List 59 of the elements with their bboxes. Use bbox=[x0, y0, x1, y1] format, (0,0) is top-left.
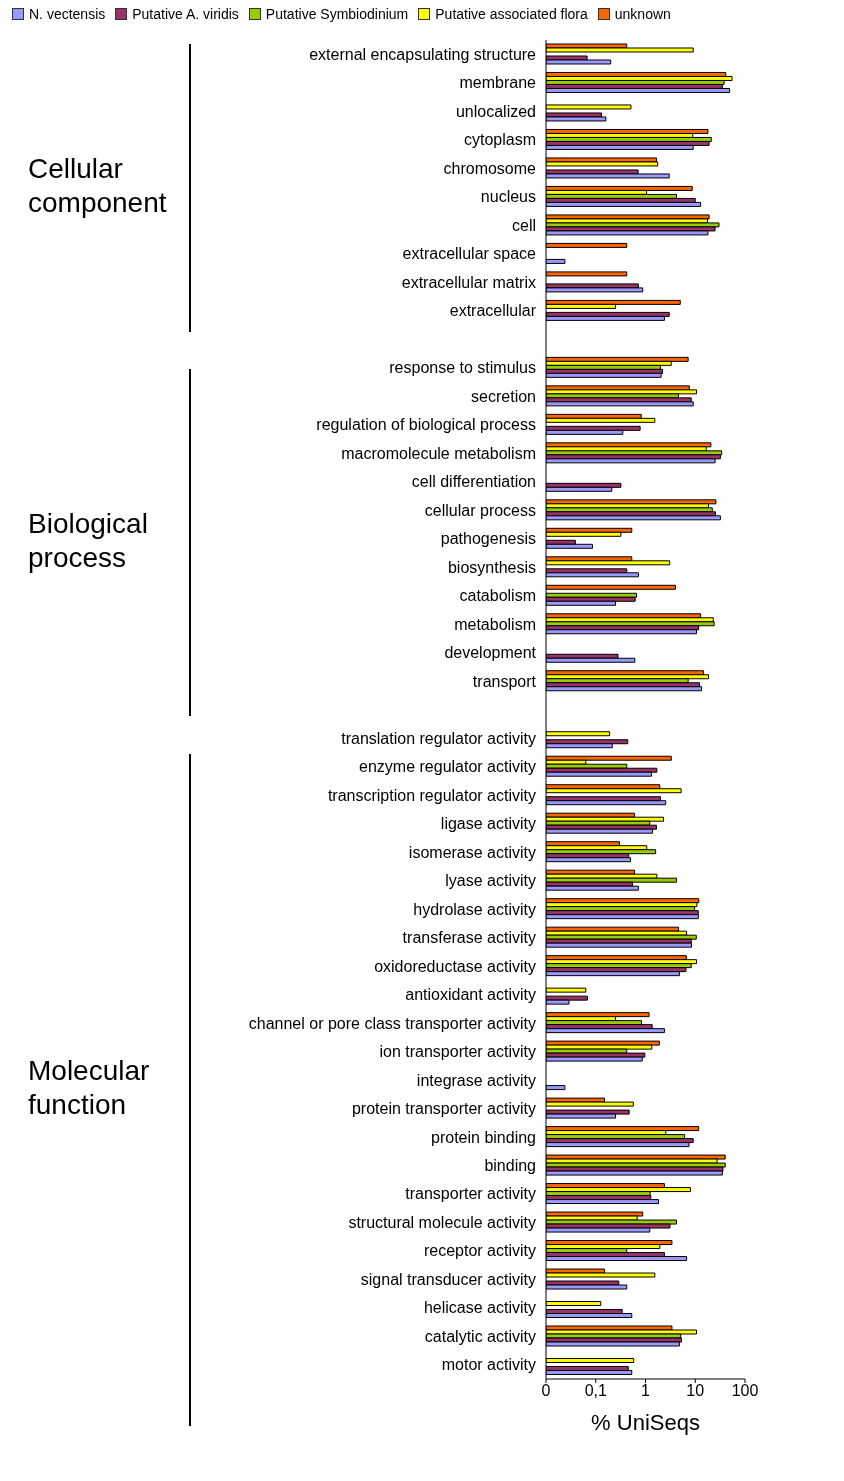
y-tick-label: cellular process bbox=[424, 501, 536, 519]
y-tick-label: antioxidant activity bbox=[405, 986, 536, 1004]
y-tick-label: hydrolase activity bbox=[413, 900, 536, 918]
legend-label: Putative Symbiodinium bbox=[265, 6, 409, 22]
y-tick-label: helicase activity bbox=[423, 1299, 536, 1317]
y-tick-label: development bbox=[444, 644, 537, 662]
legend-label: unknown bbox=[614, 6, 671, 22]
y-tick-label: pathogenesis bbox=[440, 530, 536, 548]
y-tick-label: nucleus bbox=[480, 188, 536, 206]
y-tick-label: macromolecule metabolism bbox=[341, 444, 536, 462]
y-tick-label: receptor activity bbox=[423, 1242, 536, 1260]
y-tick-label: cell bbox=[511, 216, 536, 234]
y-tick-label: protein transporter activity bbox=[351, 1100, 536, 1118]
y-tick-label: structural molecule activity bbox=[348, 1213, 536, 1231]
x-tick-label: 0,1 bbox=[584, 1382, 607, 1400]
y-tick-label: integrase activity bbox=[416, 1071, 536, 1089]
y-tick-label: motor activity bbox=[441, 1356, 536, 1374]
legend-label: N. vectensis bbox=[29, 6, 106, 22]
x-tick-label: 10 bbox=[686, 1382, 705, 1400]
y-tick-label: protein binding bbox=[431, 1128, 536, 1146]
y-tick-label: cytoplasm bbox=[463, 131, 536, 149]
y-tick-label: isomerase activity bbox=[408, 843, 536, 861]
y-tick-label: biosynthesis bbox=[447, 558, 536, 576]
x-tick-label: 0 bbox=[541, 1382, 551, 1400]
y-tick-label: oxidoreductase activity bbox=[374, 957, 536, 975]
y-tick-label: catabolism bbox=[459, 587, 536, 605]
y-tick-label: binding bbox=[484, 1157, 536, 1175]
y-tick-label: catalytic activity bbox=[424, 1327, 536, 1345]
y-tick-label: response to stimulus bbox=[389, 359, 536, 377]
text: Cellular component bbox=[28, 151, 168, 220]
y-tick-label: chromosome bbox=[443, 159, 537, 177]
y-tick-label: transcription regulator activity bbox=[327, 786, 536, 804]
y-tick-label: metabolism bbox=[454, 615, 536, 633]
y-tick-label: transport bbox=[472, 672, 537, 690]
legend-label: Putative associated flora bbox=[435, 6, 588, 22]
x-tick-label: 100 bbox=[731, 1382, 759, 1400]
legend-label: Putative A. viridis bbox=[132, 6, 239, 22]
y-tick-label: transferase activity bbox=[402, 929, 536, 947]
y-tick-label: membrane bbox=[459, 74, 537, 92]
y-tick-label: translation regulator activity bbox=[341, 729, 536, 747]
y-tick-label: extracellular bbox=[449, 302, 537, 320]
text: Biological process bbox=[28, 506, 149, 575]
y-tick-label: lyase activity bbox=[445, 872, 536, 890]
text: Molecular function bbox=[28, 1053, 151, 1122]
y-tick-label: channel or pore class transporter activity bbox=[248, 1014, 536, 1032]
y-tick-label: extracellular matrix bbox=[401, 273, 536, 291]
y-tick-label: secretion bbox=[471, 387, 536, 405]
y-tick-label: signal transducer activity bbox=[360, 1270, 536, 1288]
y-tick-label: external encapsulating structure bbox=[309, 45, 537, 63]
y-tick-label: extracellular space bbox=[402, 245, 537, 263]
x-axis-title: % UniSeqs bbox=[591, 1410, 700, 1435]
y-tick-label: unlocalized bbox=[455, 102, 536, 120]
y-tick-label: ion transporter activity bbox=[379, 1043, 536, 1061]
y-tick-label: cell differentiation bbox=[411, 473, 536, 491]
y-tick-label: transporter activity bbox=[405, 1185, 536, 1203]
x-tick-label: 1 bbox=[641, 1382, 651, 1400]
y-tick-label: regulation of biological process bbox=[316, 416, 536, 434]
y-tick-label: enzyme regulator activity bbox=[359, 758, 536, 776]
y-tick-label: ligase activity bbox=[440, 815, 536, 833]
